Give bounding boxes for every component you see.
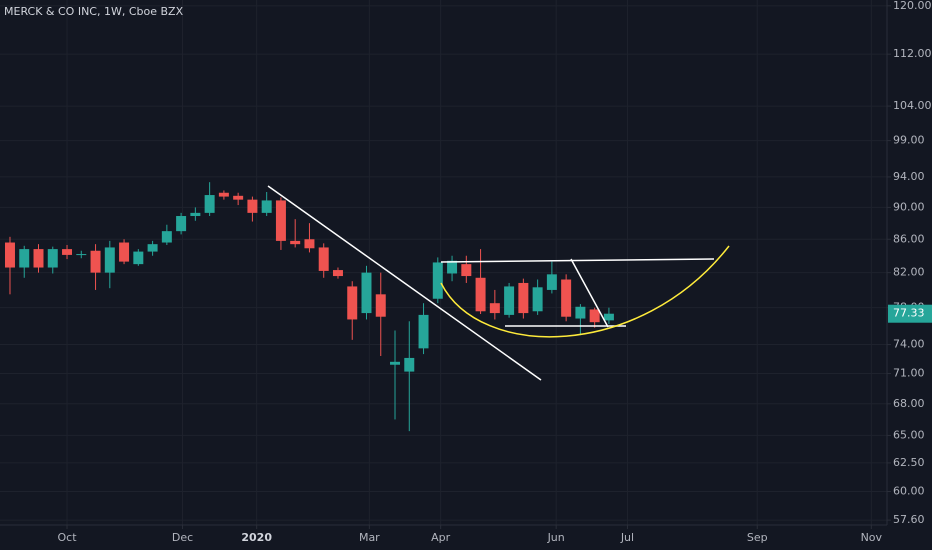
candle-body [475, 277, 486, 312]
candle-body [147, 244, 158, 252]
x-tick-label: Oct [58, 531, 78, 544]
last-price-label: 77.33 [893, 307, 925, 320]
candle-body [404, 357, 415, 372]
candle-body [561, 279, 572, 317]
candle-body [518, 282, 529, 314]
candle-body [119, 242, 130, 262]
candle-body [318, 247, 329, 271]
candle-body [76, 254, 87, 256]
y-tick-label: 57.60 [893, 513, 925, 526]
y-tick-label: 99.00 [893, 134, 925, 147]
candle-body [347, 286, 358, 320]
candle-body [133, 251, 144, 265]
candle-body [90, 250, 101, 273]
candle-body [190, 212, 201, 217]
axes: 120.00 112.00 104.00 99.00 94.00 90.00 86.00 82… [58, 0, 932, 544]
candle-body [589, 309, 600, 323]
last-price-box [888, 304, 932, 323]
candle-body [461, 264, 472, 277]
candles [4, 182, 614, 432]
y-tick-label: 74.00 [893, 338, 925, 351]
candle-body [4, 242, 15, 268]
candle-body [603, 313, 614, 321]
x-tick-label: Dec [172, 531, 193, 544]
drawings [267, 185, 730, 381]
y-tick-label: 104.00 [893, 99, 932, 112]
y-tick-label: 82.00 [893, 266, 925, 279]
candle-body [304, 239, 315, 249]
y-tick-label: 112.00 [893, 47, 932, 60]
resistance-line [440, 258, 715, 263]
handle-line [570, 258, 609, 328]
y-tick-label: 68.00 [893, 397, 925, 410]
x-tick-label: Mar [359, 531, 380, 544]
candle-body [161, 231, 172, 243]
candle-body [233, 195, 244, 200]
cup-arc [440, 245, 730, 338]
candle-body [290, 240, 301, 245]
y-tick-label: 60.00 [893, 485, 925, 498]
y-tick-label: 94.00 [893, 170, 925, 183]
trend-line [267, 185, 542, 381]
candle-body [204, 195, 215, 213]
candle-body [275, 200, 286, 241]
candle-body [418, 314, 429, 349]
candle-body [104, 247, 115, 273]
candle-body [575, 306, 586, 319]
candle-body [261, 200, 272, 213]
candle-body [504, 286, 515, 315]
grid [0, 0, 887, 525]
y-tick-label: 71.00 [893, 367, 925, 380]
chart-title: MERCK & CO INC, 1W, Cboe BZX [4, 5, 184, 18]
candle-body [375, 294, 386, 317]
candle-body [432, 262, 443, 299]
candle-body [19, 249, 30, 268]
candle-body [247, 199, 258, 213]
x-tick-label: Apr [431, 531, 451, 544]
candle-body [361, 272, 372, 314]
candle-body [62, 249, 73, 255]
y-tick-label: 90.00 [893, 200, 925, 213]
candle-body [447, 260, 458, 274]
candle-body [218, 192, 229, 197]
candle-body [532, 287, 543, 312]
candle-body [546, 274, 557, 290]
candle-body [489, 303, 500, 314]
candle-body [390, 361, 401, 365]
candle-body [47, 249, 58, 268]
y-tick-label: 65.00 [893, 428, 925, 441]
candle-body [332, 270, 343, 277]
candle-body [33, 249, 44, 268]
x-tick-label: Jul [620, 531, 634, 544]
x-tick-label: 2020 [241, 531, 272, 544]
x-tick-label: Jun [547, 531, 565, 544]
y-tick-label: 120.00 [893, 0, 932, 12]
y-tick-label: 62.50 [893, 456, 925, 469]
candle-body [176, 216, 187, 232]
x-tick-label: Nov [861, 531, 883, 544]
y-tick-label: 86.00 [893, 232, 925, 245]
x-tick-label: Sep [747, 531, 768, 544]
